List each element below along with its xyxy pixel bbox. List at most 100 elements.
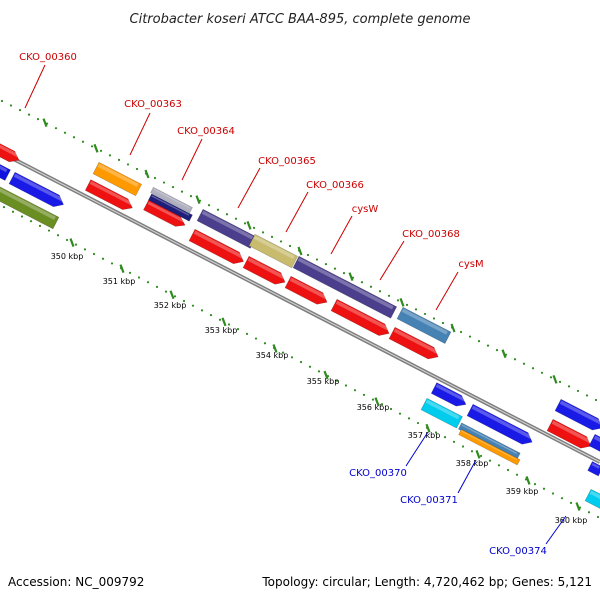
tick-mark [501,349,507,359]
gene-feature [292,255,398,319]
tick-dot [99,149,103,152]
tick-dot [171,185,175,189]
scale-label: 358 kbp [456,459,489,468]
tick-dot [416,421,420,425]
tick-dot [173,295,177,298]
tick-dot [344,384,348,387]
tick-dot [254,337,258,340]
tick-dot [470,450,474,453]
tick-mark [450,323,456,333]
tick-dot [281,351,285,354]
tick-dot [567,385,571,388]
feature-highlight [0,162,8,173]
feature-shape [420,397,463,429]
feature-highlight [593,435,600,447]
tick-dot [432,317,436,320]
tick-mark [348,272,354,282]
genome-backbone [0,150,600,464]
tick-dot [360,281,364,284]
tick-dot [36,118,40,121]
gene-feature [150,186,193,214]
feature-shape [143,199,186,227]
tick-mark [399,297,405,307]
tick-dot [29,220,33,223]
inner-tick-ring [2,205,600,519]
feature-highlight [297,257,394,310]
feature-highlight [253,235,295,259]
tick-dot [72,136,76,139]
feature-shape [330,298,390,336]
tick-mark [195,195,201,205]
tick-dot [261,231,265,234]
tick-mark [144,169,150,179]
feature-highlight [13,173,64,202]
tick-dot [486,344,490,347]
tick-mark [69,238,75,247]
tick-dot [191,304,195,307]
tick-dot [83,248,87,251]
feature-highlight [289,277,327,300]
gene-feature [8,171,64,208]
tick-dot [27,113,31,116]
tick-dot [587,511,591,514]
tick-dot [414,308,418,311]
tick-dot [200,309,204,312]
gene-feature [147,193,193,222]
tick-dot [461,445,465,448]
gene-feature [388,326,439,360]
feature-shape [396,306,452,344]
tick-dot [117,158,121,161]
genome-summary-text: Topology: circular; Length: 4,720,462 bp… [261,575,592,589]
gene-feature [420,397,463,429]
gene-leader-line [435,271,459,311]
scale-label: 356 kbp [357,403,390,412]
tick-dot [371,398,375,401]
tick-dot [236,328,240,331]
tick-dot [596,515,600,519]
feature-highlight [335,300,389,331]
gene-feature [143,199,186,227]
gene-feature [0,183,60,230]
tick-dot [513,358,517,361]
tick-dot [441,321,445,325]
feature-highlight [151,195,190,216]
tick-dot [369,285,373,288]
tick-dot [479,454,483,458]
gene-feature [248,233,299,269]
scale-label: 354 kbp [256,351,289,360]
tick-dot [549,376,553,379]
tick-mark [169,290,175,300]
tick-dot [54,127,58,130]
tick-dot [569,501,573,504]
gene-leader-line [181,138,203,181]
gene-feature [430,382,467,407]
tick-dot [551,492,555,495]
tick-dot [153,176,157,180]
tick-dot [38,224,42,227]
gene-feature [458,428,521,466]
gene-label: CKO_00370 [349,468,407,479]
tick-dot [407,417,411,420]
gene-label: CKO_00371 [400,495,458,506]
tick-dot [207,204,211,207]
tick-mark [93,143,99,153]
tick-dot [522,362,526,365]
gene-leader-line [285,191,309,233]
tick-dot [11,210,15,213]
gene-feature [584,488,600,511]
tick-dot [182,299,186,303]
gene-feature [284,275,328,305]
tick-dot [477,339,481,343]
gene-label: CKO_00368 [402,229,460,240]
feature-shape [0,160,11,181]
gene-label: CKO_00366 [306,180,364,191]
gene-leader-line [129,112,151,156]
tick-dot [270,235,274,239]
gene-leader-line [330,215,353,255]
gene-label: CKO_00364 [177,126,235,137]
scale-label: 359 kbp [506,487,539,496]
feature-shape [466,403,533,445]
gene-feature [587,461,600,477]
tick-dot [243,222,247,225]
tick-dot [333,267,337,270]
